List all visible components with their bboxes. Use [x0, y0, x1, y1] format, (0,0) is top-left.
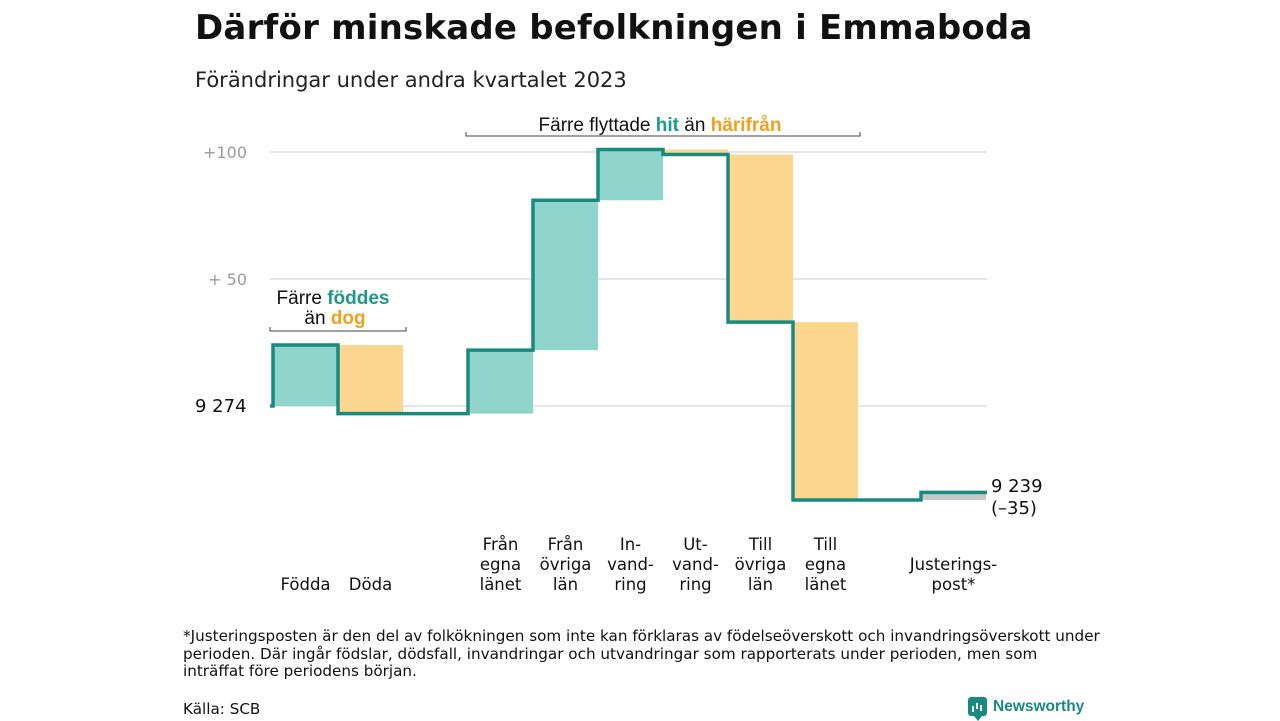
- start-value-label: 9 274: [195, 396, 247, 417]
- category-label: In-: [620, 535, 641, 554]
- footnote: *Justeringsposten är den del av folkökni…: [183, 627, 1100, 680]
- category-label: Döda: [349, 575, 392, 594]
- category-label: länet: [480, 575, 522, 594]
- y-tick-label: +100: [203, 143, 247, 162]
- bar-in: [598, 149, 663, 201]
- chart-title: Därför minskade befolkningen i Emmaboda: [195, 8, 1033, 48]
- bar-in: [533, 200, 598, 351]
- brand-name: Newsworthy: [993, 697, 1085, 715]
- category-label: egna: [805, 555, 846, 574]
- category-label: ring: [614, 575, 646, 594]
- category-label: Till: [813, 535, 837, 554]
- bar-in: [468, 350, 533, 414]
- end-value-label: (–35): [991, 498, 1037, 519]
- category-label: vand-: [607, 555, 654, 574]
- chart-subtitle: Förändringar under andra kvartalet 2023: [195, 68, 627, 92]
- category-label: Ut-: [683, 535, 708, 554]
- chart-bubble-icon: [968, 697, 987, 721]
- brand-logo: Newsworthy: [968, 697, 1085, 721]
- annotation-births-line1: Färre föddes: [277, 288, 390, 309]
- bar-out: [663, 149, 728, 155]
- category-label: post*: [932, 575, 976, 594]
- annotation-births-line2: än dog: [304, 308, 365, 329]
- category-label: län: [748, 575, 773, 594]
- annotation-migration: Färre flyttade hit än härifrån: [539, 115, 782, 136]
- category-label: Till: [748, 535, 772, 554]
- source-text: Källa: SCB: [183, 700, 261, 718]
- annotation-migration-bracket: [465, 132, 861, 137]
- category-label: Från: [483, 535, 519, 554]
- end-value-label: 9 239: [991, 476, 1043, 497]
- category-label: Justerings-: [909, 555, 997, 574]
- category-label: Från: [548, 535, 584, 554]
- bar-out: [793, 322, 858, 500]
- category-label: ring: [679, 575, 711, 594]
- y-tick-label: + 50: [208, 270, 247, 289]
- bar-adjust: [921, 492, 986, 500]
- category-label: Födda: [280, 575, 330, 594]
- category-label: län: [553, 575, 578, 594]
- bar-out: [338, 345, 403, 414]
- category-label: egna: [480, 555, 521, 574]
- category-label: övriga: [735, 555, 787, 574]
- category-label: övriga: [540, 555, 592, 574]
- bar-in: [273, 345, 338, 406]
- annotation-births-bracket: [269, 327, 407, 332]
- cumulative-step-line: [270, 147, 987, 502]
- category-label: länet: [805, 575, 847, 594]
- category-label: vand-: [672, 555, 719, 574]
- bar-out: [728, 154, 793, 323]
